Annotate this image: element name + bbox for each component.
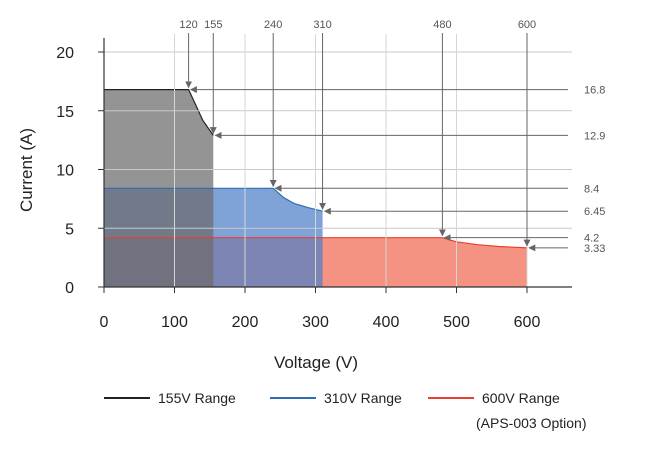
x-tick-label: 200 xyxy=(232,314,259,331)
series-line-1 xyxy=(104,89,214,136)
top-annotation-label: 155 xyxy=(204,19,222,31)
y-tick-label: 0 xyxy=(65,280,74,297)
x-tick-label: 600 xyxy=(514,314,541,331)
top-annotation-label: 480 xyxy=(433,19,451,31)
y-tick-label: 15 xyxy=(56,104,74,121)
x-tick-label: 0 xyxy=(100,314,109,331)
x-tick-label: 500 xyxy=(443,314,470,331)
x-tick-label: 300 xyxy=(302,314,329,331)
legend: 155V Range 310V Range 600V Range (APS-003 O… xyxy=(104,390,587,431)
right-annotation-label: 4.2 xyxy=(584,233,599,245)
plot-areas xyxy=(104,89,528,287)
legend-label-extra: (APS-003 Option) xyxy=(476,415,587,431)
y-tick-label: 5 xyxy=(65,221,74,238)
x-axis-title: Voltage (V) xyxy=(274,353,358,372)
top-annotation-label: 310 xyxy=(313,19,331,31)
annotations: 120 155 240 310 480 600 16.8 12.9 8.4 6.45 4.23.33 xyxy=(179,19,605,255)
axes: 0 100 200 300 400 500 600 0 5 10 15 20 Voltage (V) Cu… xyxy=(17,38,572,372)
y-axis-title: Current (A) xyxy=(17,128,36,212)
y-tick-label: 20 xyxy=(56,45,74,62)
right-annotation-label: 8.4 xyxy=(584,183,599,195)
top-annotation-label: 120 xyxy=(179,19,197,31)
legend-label-3: 600V Range xyxy=(482,390,560,406)
right-annotation-label: 12.9 xyxy=(584,130,605,142)
top-annotation-label: 600 xyxy=(518,19,536,31)
x-tick-label: 100 xyxy=(161,314,188,331)
right-annotation-label: 16.8 xyxy=(584,85,605,97)
x-tick-label: 400 xyxy=(373,314,400,331)
top-annotation-label: 240 xyxy=(264,19,282,31)
right-annotation-label: 6.45 xyxy=(584,206,605,218)
legend-label-1: 155V Range xyxy=(158,390,236,406)
y-tick-label: 10 xyxy=(56,163,74,180)
right-annotation-label: 3.33 xyxy=(584,243,605,255)
legend-label-2: 310V Range xyxy=(324,390,402,406)
